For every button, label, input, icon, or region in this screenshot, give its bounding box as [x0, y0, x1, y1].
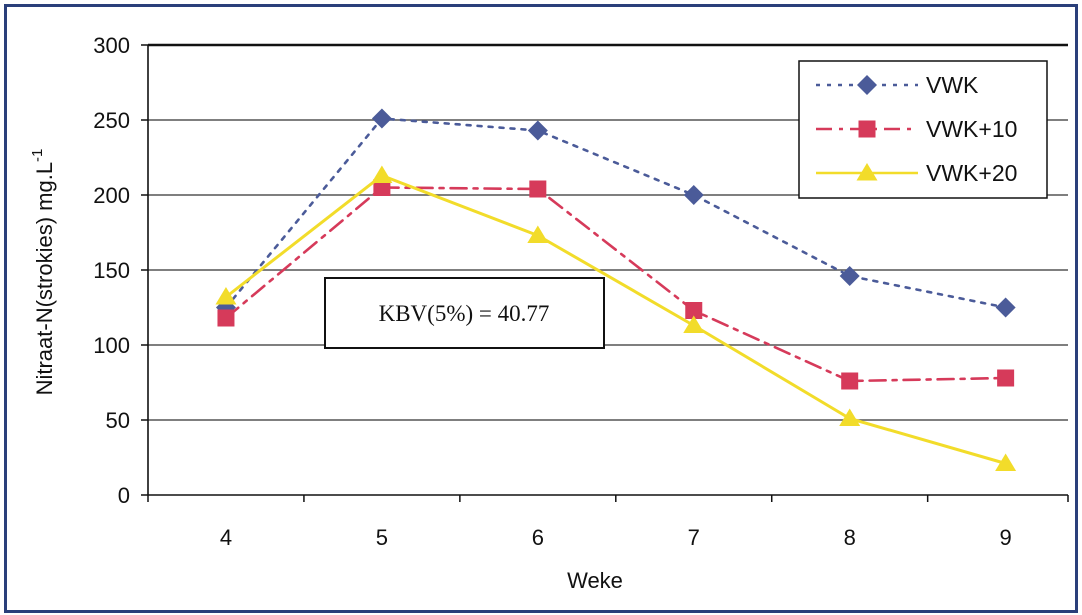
data-point	[371, 165, 393, 183]
gridlines	[148, 43, 1068, 421]
data-point	[683, 315, 705, 333]
y-tick-label: 50	[106, 408, 130, 433]
series-group	[215, 108, 1017, 471]
y-tick-label: 250	[93, 108, 130, 133]
y-tick-label: 0	[118, 483, 130, 508]
x-tick-labels: 4 5 6 7 8 9	[220, 525, 1012, 550]
data-point	[217, 309, 235, 327]
series-line	[224, 117, 1007, 309]
y-axis-label: Nitraat-N(strokies) mg.L-1	[29, 149, 57, 396]
legend-label: VWK+20	[926, 160, 1017, 186]
y-tick-label: 200	[93, 183, 130, 208]
annotation-text: KBV(5%) = 40.77	[379, 301, 550, 326]
series-line	[224, 186, 1007, 383]
data-point	[839, 408, 861, 426]
data-point	[527, 120, 548, 141]
y-tick-labels: 0 50 100 150 200 250 300	[93, 33, 130, 508]
legend-marker	[857, 75, 877, 95]
legend-marker	[856, 163, 878, 181]
x-tick-label: 4	[220, 525, 232, 550]
x-tick-label: 7	[688, 525, 700, 550]
data-point	[371, 108, 392, 129]
series-vwk	[215, 108, 1016, 318]
data-point	[527, 225, 549, 243]
data-point	[685, 302, 703, 319]
legend-marker	[858, 120, 876, 138]
x-tick-label: 6	[532, 525, 544, 550]
data-point	[995, 297, 1016, 318]
legend-label: VWK	[926, 72, 979, 98]
x-tick-label: 8	[844, 525, 856, 550]
data-point	[839, 266, 860, 286]
data-point	[841, 372, 859, 390]
x-tick-label: 9	[1000, 525, 1012, 550]
legend-label: VWK+10	[926, 116, 1017, 142]
y-axis-title: Nitraat-N(strokies) mg.L-1	[29, 149, 57, 396]
legend: VWK VWK+10 VWK+20	[798, 60, 1048, 199]
series-vwk-20	[215, 165, 1017, 471]
data-point	[529, 180, 547, 198]
data-point	[997, 369, 1015, 387]
series-line	[224, 174, 1008, 465]
y-tick-label: 100	[93, 333, 130, 358]
axes	[141, 44, 1069, 502]
data-point	[683, 185, 704, 205]
series-vwk-10	[217, 179, 1015, 390]
data-point	[995, 453, 1017, 471]
y-tick-label: 300	[93, 33, 130, 58]
y-tick-label: 150	[93, 258, 130, 283]
x-axis-label: Weke	[567, 568, 623, 593]
annotation-box: KBV(5%) = 40.77	[324, 277, 605, 349]
x-tick-label: 5	[376, 525, 388, 550]
data-point	[215, 287, 237, 305]
data-point	[373, 179, 391, 196]
